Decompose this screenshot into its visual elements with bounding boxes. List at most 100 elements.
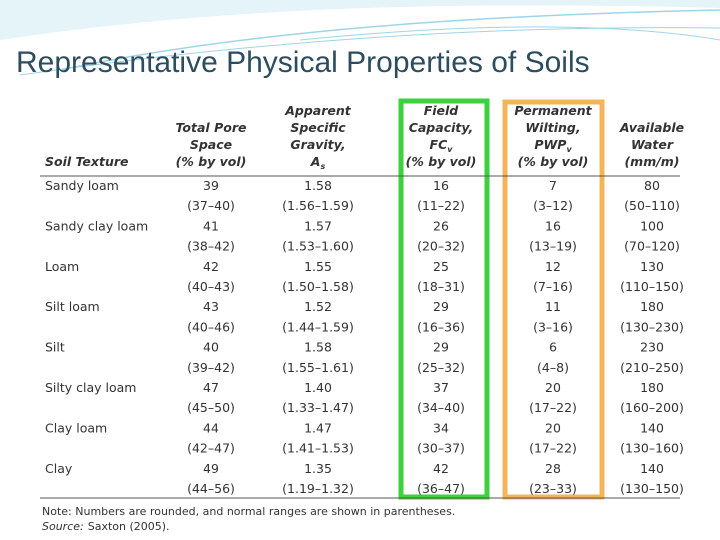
header-cell: Available [619,120,684,135]
header-cell: Specific [290,120,346,135]
table-cell: (3–16) [533,319,573,334]
table-cell: 16 [433,178,449,193]
header-cell: Soil Texture [45,154,128,169]
row-label: Clay loam [45,420,107,435]
table-cell: 16 [545,218,561,233]
table-cell: 1.40 [304,380,332,395]
table-cell: 40 [203,340,219,355]
table-cell: (50–110) [624,198,680,213]
header-text: PWP [534,137,566,152]
table-cell: (1.19–1.32) [282,481,354,496]
table-cell: (40–46) [187,319,235,334]
table-cell: (36–47) [417,481,465,496]
header-text: Specific [290,120,346,135]
table-source: Source: Saxton (2005). [42,520,170,533]
table-cell: (18–31) [417,279,465,294]
table-cell: 230 [640,340,664,355]
header-cell: (% by vol) [518,154,589,169]
table-cell: (45–50) [187,400,235,415]
table-cell: (130–160) [620,441,684,456]
header-text: Available [619,120,684,135]
table-cell: 1.58 [304,340,332,355]
table-cell: (13–19) [529,239,577,254]
table-cell: (1.50–1.58) [282,279,354,294]
table-cell: 29 [433,340,449,355]
table-cell: 130 [640,259,664,274]
header-text: Apparent [284,103,352,118]
table-cell: 140 [640,461,664,476]
table-cell: 11 [545,299,561,314]
header-subscript: s [320,162,325,171]
header-text: (% by vol) [176,154,247,169]
header-subscript: v [566,145,572,154]
table-cell: (20–32) [417,239,465,254]
table-note: Note: Numbers are rounded, and normal ra… [42,505,455,518]
header-cell: Gravity, [290,137,345,152]
header-text: (% by vol) [518,154,589,169]
table-cell: 42 [433,461,449,476]
highlight-field-capacity [398,98,490,500]
header-cell: Field [424,103,460,118]
table-cell: 37 [433,380,449,395]
table-cell: 43 [203,299,219,314]
header-text: Space [190,137,232,152]
row-label: Silt [45,340,65,355]
table-cell: 47 [203,380,219,395]
table-cell: 1.58 [304,178,332,193]
table-cell: (44–56) [187,481,235,496]
table-cell: (30–37) [417,441,465,456]
decoration [0,0,720,76]
table-cell: (130–230) [620,319,684,334]
table-cell: 6 [549,340,557,355]
table-cell: 140 [640,420,664,435]
row-label: Sandy loam [45,178,119,193]
header-cell: (% by vol) [176,154,247,169]
table-cell: (1.55–1.61) [282,360,354,375]
header-cell: (% by vol) [406,154,477,169]
source-text: Saxton (2005). [88,520,170,533]
table-cell: (37–40) [187,198,235,213]
slide-title: Representative Physical Properties of So… [16,46,590,79]
table-cell: 1.35 [304,461,332,476]
header-subscript: v [447,145,453,154]
header-text: Wilting, [525,120,580,135]
table-cell: 42 [203,259,219,274]
header-cell: Water [631,137,674,152]
table-cell: (11–22) [417,198,465,213]
header-text: Gravity, [290,137,345,152]
table-cell: 1.55 [304,259,332,274]
table-cell: (16–36) [417,319,465,334]
table-cell: (4–8) [537,360,569,375]
table-cell: 20 [545,380,561,395]
header-text: (% by vol) [406,154,477,169]
header-cell: Total Pore [176,120,247,135]
table-cell: (1.44–1.59) [282,319,354,334]
table-cell: 25 [433,259,449,274]
table-cell: 41 [203,218,219,233]
table-cell: (7–16) [533,279,573,294]
table-cell: 49 [203,461,219,476]
table-cell: (39–42) [187,360,235,375]
table-cell: 7 [549,178,557,193]
table-cell: (42–47) [187,441,235,456]
table-cell: 80 [644,178,660,193]
table-cell: (40–43) [187,279,235,294]
table-cell: (1.56–1.59) [282,198,354,213]
header-cell: Wilting, [525,120,580,135]
table-cell: (210–250) [620,360,684,375]
table-cell: (1.33–1.47) [282,400,354,415]
table-cell: (1.41–1.53) [282,441,354,456]
header-cell: Apparent [284,103,352,118]
row-label: Loam [45,259,79,274]
table-cell: (17–22) [529,441,577,456]
table-cell: 12 [545,259,561,274]
row-label: Clay [45,461,73,476]
table-cell: (25–32) [417,360,465,375]
header-text: A [310,154,321,169]
header-text: Field [424,103,460,118]
table-cell: 1.52 [304,299,332,314]
table-cell: 39 [203,178,219,193]
header-text: Capacity, [409,120,474,135]
table-cell: (17–22) [529,400,577,415]
header-cell: (mm/m) [624,154,679,169]
